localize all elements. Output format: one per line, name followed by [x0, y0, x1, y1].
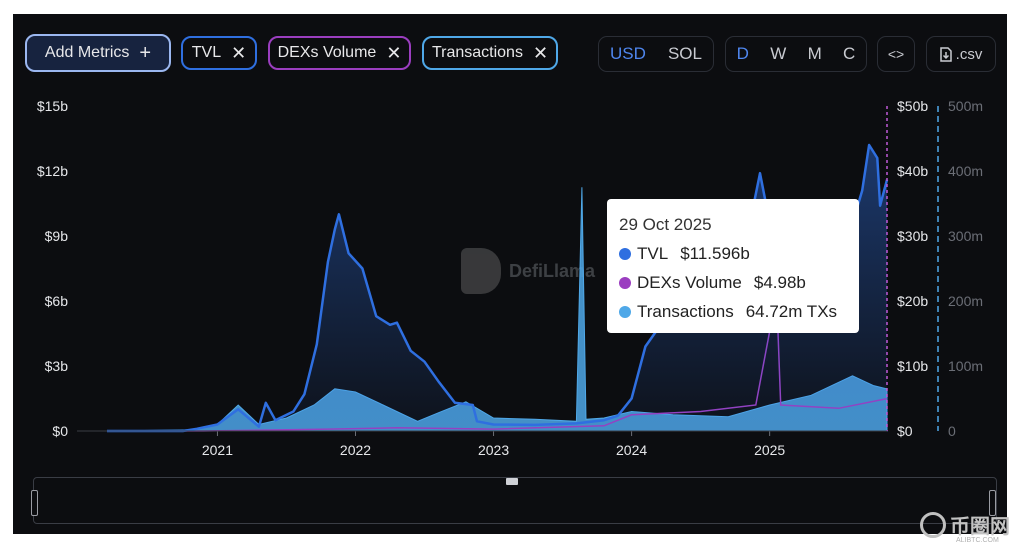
- left-axis-tick-label: $12b: [37, 163, 68, 179]
- close-icon[interactable]: ✕: [386, 42, 402, 63]
- plus-icon: +: [139, 41, 152, 64]
- embed-button[interactable]: <>: [877, 36, 915, 72]
- left-axis-tick-label: $15b: [37, 98, 68, 114]
- csv-download-button[interactable]: .csv: [926, 36, 996, 72]
- tooltip-tvl-name: TVL: [637, 244, 669, 263]
- download-file-icon: [939, 46, 952, 62]
- dex-volume-axis-tick-label: $20b: [897, 293, 928, 309]
- tvl-metric-chip[interactable]: TVL ✕: [181, 36, 257, 70]
- tooltip-dexs-volume-name: DEXs Volume: [637, 273, 742, 292]
- close-icon[interactable]: ✕: [231, 42, 247, 63]
- defillama-watermark: DefiLlama: [461, 248, 595, 294]
- tooltip-row-tvl: TVL $11.596b: [619, 244, 847, 264]
- x-axis-tick-label: 2025: [754, 442, 785, 458]
- tooltip-tvl-value: $11.596b: [680, 244, 750, 263]
- transactions-axis-tick-label: 0: [948, 423, 956, 439]
- transactions-axis-tick-label: 200m: [948, 293, 983, 309]
- currency-usd[interactable]: USD: [610, 44, 646, 63]
- tooltip-dexs-volume-value: $4.98b: [753, 273, 806, 292]
- dexs-volume-chip-label: DEXs Volume: [277, 44, 377, 61]
- transactions-chip-label: Transactions: [431, 44, 523, 61]
- llama-logo-icon: [461, 248, 501, 294]
- period-day[interactable]: D: [736, 44, 749, 63]
- currency-sol[interactable]: SOL: [667, 44, 702, 63]
- dex-volume-axis-tick-label: $10b: [897, 358, 928, 374]
- chart-panel: Add Metrics + TVL ✕ DEXs Volume ✕ Transa…: [13, 14, 1007, 534]
- alibtc-en-text: ALIBTC.COM: [956, 537, 999, 544]
- transactions-axis-tick-label: 100m: [948, 358, 983, 374]
- tooltip-transactions-name: Transactions: [637, 302, 734, 321]
- chart-tooltip: 29 Oct 2025 TVL $11.596b DEXs Volume $4.…: [607, 199, 859, 333]
- tvl-legend-dot: [619, 248, 631, 260]
- x-axis-tick-label: 2022: [340, 442, 371, 458]
- dex-volume-axis-tick-label: $30b: [897, 228, 928, 244]
- tvl-chip-label: TVL: [191, 44, 222, 61]
- period-cumulative[interactable]: C: [843, 44, 856, 63]
- tooltip-transactions-value: 64.72m TXs: [745, 302, 838, 321]
- transactions-axis-tick-label: 400m: [948, 163, 983, 179]
- left-axis-tick-label: $9b: [45, 228, 69, 244]
- alibtc-cn-text: 币圈网: [950, 516, 1010, 538]
- csv-label: .csv: [955, 45, 983, 63]
- dex-volume-axis-tick-label: $50b: [897, 98, 928, 114]
- dexs-volume-metric-chip[interactable]: DEXs Volume ✕: [268, 36, 411, 70]
- close-icon[interactable]: ✕: [532, 42, 549, 63]
- range-slider-grip[interactable]: [506, 478, 518, 485]
- dex-volume-axis-tick-label: $40b: [897, 163, 928, 179]
- period-week[interactable]: W: [770, 44, 787, 63]
- dex-volume-axis-tick-label: $0: [897, 423, 913, 439]
- transactions-metric-chip[interactable]: Transactions ✕: [422, 36, 558, 70]
- x-axis-tick-label: 2021: [202, 442, 233, 458]
- left-axis-tick-label: $6b: [45, 293, 69, 309]
- code-icon: <>: [887, 46, 905, 62]
- tooltip-date: 29 Oct 2025: [619, 215, 712, 234]
- x-axis-tick-label: 2024: [616, 442, 647, 458]
- tooltip-row-transactions: Transactions 64.72m TXs: [619, 302, 847, 322]
- currency-toggle: USD SOL: [598, 36, 714, 72]
- left-axis-tick-label: $3b: [45, 358, 69, 374]
- add-metrics-label: Add Metrics: [44, 44, 130, 61]
- transactions-axis-tick-label: 500m: [948, 98, 983, 114]
- left-axis-tick-label: $0: [52, 423, 68, 439]
- dexs-volume-legend-dot: [619, 277, 631, 289]
- alibtc-watermark: 币圈网 ALIBTC.COM: [920, 510, 1010, 544]
- period-toggle: D W M C: [725, 36, 867, 72]
- tooltip-row-dexs-volume: DEXs Volume $4.98b: [619, 273, 847, 293]
- transactions-axis-tick-label: 300m: [948, 228, 983, 244]
- alibtc-logo-icon: [920, 511, 946, 538]
- period-month[interactable]: M: [807, 44, 822, 63]
- watermark-text: DefiLlama: [509, 260, 596, 281]
- range-start-handle[interactable]: [31, 490, 38, 516]
- transactions-legend-dot: [619, 306, 631, 318]
- x-axis-tick-label: 2023: [478, 442, 509, 458]
- add-metrics-button[interactable]: Add Metrics +: [25, 34, 171, 72]
- range-end-handle[interactable]: [989, 490, 996, 516]
- tvl-area: [107, 145, 887, 431]
